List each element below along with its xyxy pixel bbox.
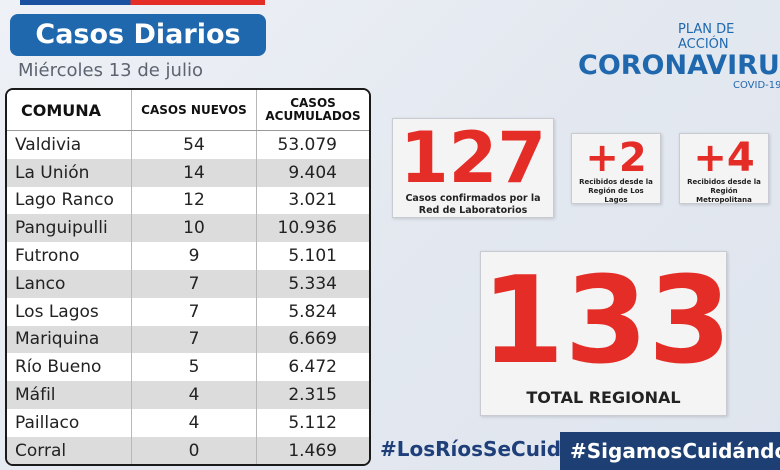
date: Miércoles 13 de julio bbox=[18, 60, 203, 81]
stat-box: +2 Recibidos desde la Región de Los Lago… bbox=[571, 133, 661, 204]
table-row: Máfil 4 2.315 bbox=[7, 381, 369, 409]
table-row: Río Bueno 5 6.472 bbox=[7, 353, 369, 382]
table-cell: Panguipulli bbox=[7, 214, 132, 243]
stat-box: +4 Recibidos desde la Región Metropolita… bbox=[679, 133, 769, 204]
flag-strip bbox=[20, 0, 265, 5]
stat-value: +4 bbox=[693, 135, 755, 181]
total-value: 133 bbox=[481, 252, 732, 391]
table-cell: 4 bbox=[132, 381, 257, 409]
table-cell: 7 bbox=[132, 297, 257, 326]
table-cell: Paillaco bbox=[7, 408, 132, 437]
table-cell: 0 bbox=[132, 436, 257, 464]
table-cell: La Unión bbox=[7, 158, 132, 187]
total-box: 133 TOTAL REGIONAL bbox=[480, 251, 732, 416]
table-cell: 6.669 bbox=[288, 329, 337, 350]
table-cell: Lanco bbox=[7, 269, 132, 298]
stat-label: Recibidos desde la Región de Los Lagos bbox=[579, 178, 653, 204]
column-header: CASOS ACUMULADOS bbox=[265, 96, 361, 123]
total-label: TOTAL REGIONAL bbox=[526, 388, 681, 407]
table-cell: 12 bbox=[132, 186, 257, 215]
table-cell: 6.472 bbox=[288, 357, 337, 378]
table-row: Paillaco 4 5.112 bbox=[7, 408, 369, 437]
hashtag-banner: #SigamosCuidándonos bbox=[560, 432, 780, 470]
stat-label: Recibidos desde la Región Metropolitana bbox=[687, 178, 761, 204]
table-row: Lago Ranco 12 3.021 bbox=[7, 186, 369, 215]
table-cell: 14 bbox=[132, 158, 257, 187]
column-header: COMUNA bbox=[7, 90, 132, 130]
stat-value: 127 bbox=[399, 117, 547, 199]
table-row: Los Lagos 7 5.824 bbox=[7, 297, 369, 326]
table-cell: 5.101 bbox=[288, 246, 337, 267]
table-row: La Unión 14 9.404 bbox=[7, 158, 369, 187]
cases-table: COMUNA CASOS NUEVOS CASOS ACUMULADOS Valdiv… bbox=[5, 88, 371, 466]
table-cell: 10 bbox=[132, 214, 257, 243]
column-header: CASOS NUEVOS bbox=[132, 90, 257, 130]
table-cell: 5 bbox=[132, 353, 257, 382]
table-cell: Corral bbox=[7, 436, 132, 464]
table-cell: 4 bbox=[132, 408, 257, 437]
table-cell: Máfil bbox=[7, 381, 132, 409]
table-row: Futrono 9 5.101 bbox=[7, 242, 369, 270]
table-cell: Mariquina bbox=[7, 325, 132, 354]
page-title: Casos Diarios bbox=[10, 14, 266, 56]
table-cell: 9.404 bbox=[288, 162, 337, 183]
table-row: Mariquina 7 6.669 bbox=[7, 325, 369, 354]
table-cell: Lago Ranco bbox=[7, 186, 132, 215]
table-row: Lanco 7 5.334 bbox=[7, 269, 369, 298]
logo: PLAN DE ACCIÓN CORONAVIRUS COVID-19 bbox=[578, 22, 780, 91]
table-cell: 3.021 bbox=[288, 190, 337, 211]
table-cell: 7 bbox=[132, 269, 257, 298]
table-cell: 9 bbox=[132, 242, 257, 270]
stat-box: 127 Casos confirmados por la Red de Labo… bbox=[392, 118, 554, 218]
table-cell: 10.936 bbox=[277, 218, 337, 239]
table-cell: Futrono bbox=[7, 242, 132, 270]
logo-plan: PLAN DE ACCIÓN bbox=[678, 22, 735, 52]
table-cell: 5.824 bbox=[288, 301, 337, 322]
logo-name: CORONAVIRUS bbox=[578, 50, 780, 81]
table-row: Valdivia 54 53.079 bbox=[7, 131, 369, 159]
table-row: Corral 0 1.469 bbox=[7, 436, 369, 464]
table-cell: Valdivia bbox=[7, 131, 132, 159]
stat-label: Casos confirmados por la Red de Laborato… bbox=[405, 193, 541, 216]
table-cell: 54 bbox=[132, 131, 257, 159]
table-cell: 1.469 bbox=[288, 440, 337, 461]
header-row: COMUNA CASOS NUEVOS CASOS ACUMULADOS bbox=[7, 90, 369, 131]
table-cell: 5.334 bbox=[288, 273, 337, 294]
table-cell: Los Lagos bbox=[7, 297, 132, 326]
table-cell: 7 bbox=[132, 325, 257, 354]
table-cell: 5.112 bbox=[288, 412, 337, 433]
stat-value: +2 bbox=[585, 135, 647, 181]
logo-sub: COVID-19 bbox=[733, 80, 780, 91]
table-cell: 53.079 bbox=[277, 134, 337, 155]
table-row: Panguipulli 10 10.936 bbox=[7, 214, 369, 243]
table-cell: 2.315 bbox=[288, 385, 337, 406]
hashtag: #LosRíosSeCuida bbox=[380, 437, 575, 461]
table-cell: Río Bueno bbox=[7, 353, 132, 382]
